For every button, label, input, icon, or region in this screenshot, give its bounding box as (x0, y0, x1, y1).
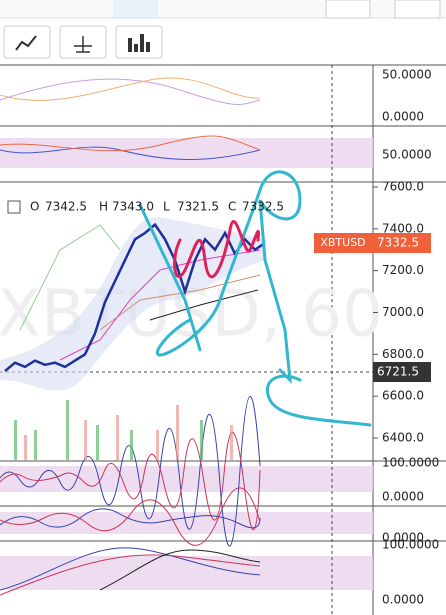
price-badge (373, 233, 431, 253)
y-tick-label: 6400.0 (382, 431, 424, 445)
settings-button[interactable] (325, 0, 371, 19)
crosshair-badge (373, 362, 431, 382)
panel-axis-label: 100.0000 (382, 456, 439, 470)
chart-type-button[interactable] (115, 25, 163, 59)
y-tick-label: 7200.0 (382, 263, 424, 277)
y-tick-label: 6600.0 (382, 389, 424, 403)
indicators-button[interactable] (3, 25, 51, 59)
legend-value: 7332.5 (242, 200, 284, 214)
y-tick-label: 7000.0 (382, 305, 424, 319)
y-tick-label: 7600.0 (382, 180, 424, 194)
symbol-badge (314, 233, 373, 253)
ohlc-legend: O 7342.5 H 7343.0 L 7321.5 C 7332.5 (30, 200, 284, 214)
panel-axis-label: 0.0000 (382, 490, 424, 504)
legend-label: L (163, 200, 170, 214)
crosshair-badge-text: 6721.5 (377, 365, 419, 379)
indicator-buttons (3, 25, 163, 59)
legend-label: O (30, 200, 39, 214)
y-tick-label: 6800.0 (382, 347, 424, 361)
active-timeframe[interactable] (113, 0, 158, 18)
legend-value: 7343.0 (112, 200, 154, 214)
timeframe-bar[interactable] (0, 0, 446, 18)
panel-axis-label: 100.0000 (382, 538, 439, 552)
legend-value: 7321.5 (177, 200, 219, 214)
price-line (4, 222, 266, 373)
collapse-toggle[interactable] (7, 200, 21, 214)
legend-value: 7342.5 (45, 200, 87, 214)
legend-label: H (99, 200, 108, 214)
legend-label: C (228, 200, 236, 214)
panel-axis-label: 0.0000 (382, 593, 424, 607)
camera-button[interactable] (394, 0, 441, 19)
panel-axis-label: 50.0000 (382, 148, 432, 162)
panel-axis-label: 0.0000 (382, 110, 424, 124)
price-badge-text: 7332.5 (377, 236, 419, 250)
annotations (138, 170, 372, 427)
price-chart: XBTUSD, 60 (0, 217, 383, 460)
y-tick-label: 7400.0 (382, 221, 424, 235)
panel-axis-label: 0.0000 (382, 531, 424, 545)
panel-axis-label: 50.0000 (382, 68, 432, 82)
symbol-badge-text: XBTUSD (320, 236, 365, 249)
